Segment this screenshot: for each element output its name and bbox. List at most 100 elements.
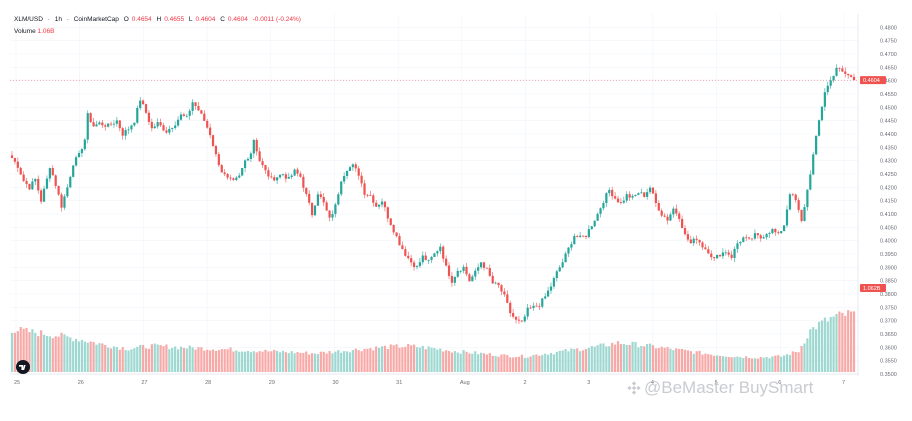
candle-body	[549, 286, 553, 291]
candle-body	[651, 187, 655, 194]
candle-body	[133, 122, 136, 126]
candle-body	[223, 172, 226, 175]
candle-body	[162, 125, 165, 131]
volume-bar	[841, 312, 844, 372]
x-tick-label: 7	[842, 380, 845, 386]
candle-body	[762, 237, 765, 239]
candle-body	[243, 160, 247, 168]
candle-body	[418, 262, 421, 267]
volume-bar	[742, 357, 745, 372]
volume-bar	[407, 343, 410, 372]
candle-body	[672, 208, 675, 215]
candle-body	[756, 233, 759, 236]
volume-bar	[628, 344, 631, 372]
volume-bar	[794, 351, 797, 372]
interval-label[interactable]: 1h	[54, 16, 62, 23]
candle-body	[681, 218, 684, 229]
volume-bar	[523, 357, 526, 372]
volume-bar	[512, 357, 515, 372]
candle-body	[479, 262, 483, 268]
volume-bar	[453, 351, 456, 372]
candle-body	[450, 276, 454, 283]
candle-body	[564, 253, 567, 263]
candle-body	[197, 106, 200, 111]
candle-body	[410, 258, 413, 263]
volume-bar	[506, 355, 509, 372]
volume-bar	[415, 347, 419, 372]
volume-bar	[209, 350, 212, 372]
volume-bar	[669, 348, 672, 372]
volume-bar	[168, 349, 171, 372]
volume-bar	[759, 357, 762, 372]
volume-bar	[616, 341, 620, 372]
candle-body	[383, 201, 387, 208]
candle-body	[28, 183, 31, 190]
volume-tag-bg	[860, 284, 886, 292]
candle-body	[345, 170, 349, 177]
volume-bar	[31, 329, 34, 372]
candle-body	[782, 225, 786, 232]
volume-bar	[293, 353, 296, 372]
candle-body	[252, 140, 255, 154]
candle-body	[281, 174, 285, 176]
candle-body	[829, 80, 832, 86]
y-tick-label: 0.4700	[880, 52, 897, 58]
volume-bar	[698, 350, 701, 372]
candle-body	[95, 124, 98, 127]
volume-bar	[660, 346, 663, 372]
candle-body	[203, 113, 206, 121]
candle-body	[287, 176, 290, 179]
volume-bar	[797, 352, 800, 372]
volume-bar	[692, 353, 695, 372]
candle-body	[147, 112, 151, 122]
volume-bar	[756, 358, 759, 372]
volume-bar	[736, 356, 739, 372]
candle-body	[337, 194, 340, 205]
candle-body	[544, 296, 547, 299]
candle-body	[625, 194, 628, 201]
candle-body	[121, 128, 124, 136]
candle-body	[159, 122, 162, 126]
candle-body	[22, 174, 25, 181]
y-tick-label: 0.4000	[880, 239, 897, 245]
candle-body	[724, 252, 727, 254]
candle-body	[806, 189, 809, 208]
candle-body	[77, 153, 81, 158]
volume-bar	[812, 327, 815, 372]
volume-bar	[579, 351, 582, 372]
volume-tag: 1.062B	[863, 286, 881, 292]
candle-body	[98, 122, 101, 125]
candle-body	[273, 177, 276, 181]
volume-bar	[264, 349, 267, 372]
volume-bar	[337, 350, 340, 372]
volume-bar	[657, 348, 660, 372]
volume-bar	[16, 331, 19, 372]
candle-body	[200, 110, 203, 114]
volume-bar	[727, 357, 730, 372]
volume-bar	[718, 355, 722, 372]
candle-body	[404, 249, 407, 256]
candle-body	[750, 238, 754, 240]
candle-body	[386, 207, 389, 219]
volume-bar	[83, 341, 86, 372]
volume-bar	[590, 346, 593, 372]
candle-body	[471, 276, 474, 282]
y-tick-label: 0.4150	[880, 199, 897, 205]
volume-bar	[404, 346, 407, 372]
candle-body	[74, 157, 78, 166]
volume-bar	[477, 354, 480, 372]
tradingview-logo-icon[interactable]	[16, 360, 30, 374]
volume-bar	[273, 349, 276, 372]
candle-body	[654, 193, 657, 204]
symbol-label[interactable]: XLM/USD	[14, 16, 43, 23]
candle-body	[168, 128, 171, 133]
candle-body	[695, 238, 698, 240]
candle-body	[209, 127, 212, 136]
volume-label[interactable]: Volume	[14, 28, 36, 35]
candle-body	[293, 169, 296, 176]
volume-bar	[153, 343, 156, 372]
y-tick-label: 0.4750	[880, 39, 897, 45]
candle-body	[477, 267, 480, 271]
candle-body	[322, 197, 325, 203]
